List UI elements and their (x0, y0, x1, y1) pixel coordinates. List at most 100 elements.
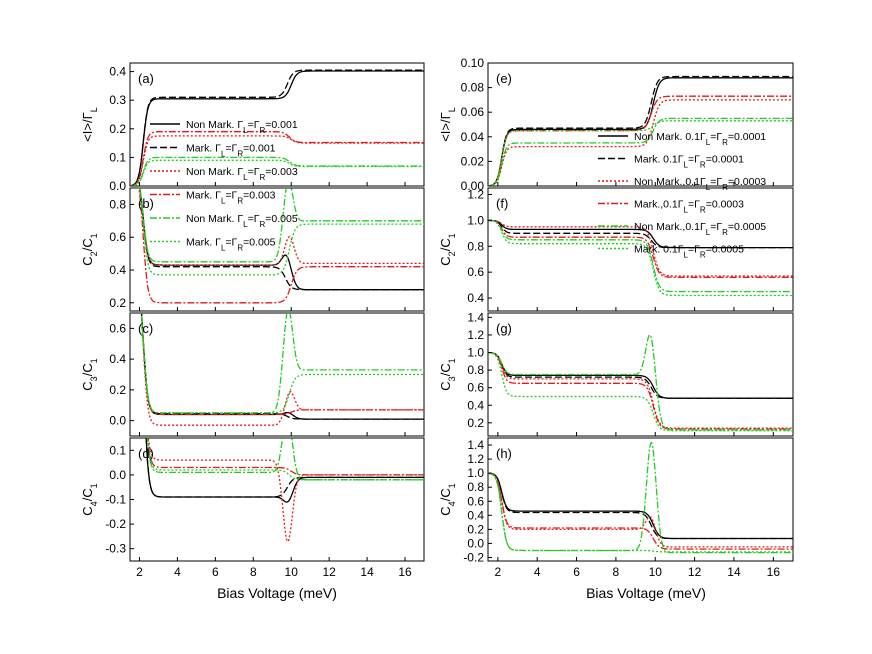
y-tick-label: 0.02 (461, 154, 485, 168)
y-tick-label: 0.04 (461, 130, 485, 144)
x-tick-label: 14 (727, 565, 741, 579)
legend-entry: Mark. ΓL=ΓR=0.001 (186, 143, 276, 159)
series-line-4 (488, 333, 793, 431)
legend-entry: Non Mark. ΓL=ΓR=0.001 (186, 119, 298, 135)
y-tick-label: 0.4 (109, 263, 126, 277)
series-line-0 (488, 351, 793, 399)
y-tick-label: 0.2 (467, 416, 484, 430)
series-line-2 (488, 99, 793, 186)
y-tick-label: 0.1 (109, 150, 126, 164)
y-tick-label: 0.6 (467, 494, 484, 508)
x-tick-label: 6 (212, 565, 219, 579)
y-tick-label: 0.6 (109, 230, 126, 244)
series-line-1 (145, 438, 424, 498)
x-tick-label: 14 (360, 565, 374, 579)
y-tick-label: -0.2 (105, 517, 126, 531)
legend-entry: Mark. 0.1ΓL=ΓR=0.0001 (634, 154, 744, 170)
y-tick-label: 1.4 (467, 310, 484, 324)
legend-entry: Non Mark. ΓL=ΓR=0.003 (186, 166, 298, 182)
y-tick-label: 0.08 (461, 81, 485, 95)
series-line-5 (488, 120, 793, 186)
series-line-5 (488, 219, 793, 297)
series-line-3 (130, 131, 424, 186)
series-line-0 (488, 77, 793, 186)
series-line-0 (130, 70, 424, 186)
x-tick-label: 10 (285, 565, 299, 579)
y-tick-label: -0.1 (105, 493, 126, 507)
legend-entry: Mark. 0.1ΓL=ΓR=0.0005 (634, 244, 744, 260)
x-tick-label: 4 (174, 565, 181, 579)
y-tick-label: 0.0 (109, 414, 126, 428)
panel-c: 0.0 0.2 0.4 0.6 (c) C3/C1 (80, 312, 425, 437)
series-line-5 (488, 472, 793, 553)
series-line-0 (139, 188, 424, 291)
y-tick-label: 0.0 (467, 536, 484, 550)
y-axis-label: C2/C1 (80, 233, 99, 265)
y-tick-label: 0.6 (467, 381, 484, 395)
y-tick-label: 0.06 (461, 105, 485, 119)
panel-e: 0.00 0.02 0.04 0.06 0.08 0.10 (e) <I>/ΓL (438, 56, 794, 193)
panel-f: 0.4 0.6 0.8 1.0 1.2 (f) C2/C1 (438, 187, 794, 312)
series-line-4 (488, 219, 793, 293)
panel-d: 0.1 0.0 -0.1 -0.2 -0.3 2 4 6 8 10 12 14 16 (d) C4/C1 (80, 437, 425, 579)
series-line-4 (488, 117, 793, 186)
panel-g: 0.2 0.4 0.6 0.8 1.0 1.2 1.4 (g) C3/C1 (438, 310, 794, 437)
series-line-3 (140, 313, 424, 416)
x-tick-label: 10 (649, 565, 663, 579)
panel-label: (e) (496, 71, 512, 86)
panel-label: (f) (496, 196, 508, 211)
plot-frame (129, 312, 425, 437)
plot-frame (487, 312, 794, 437)
y-tick-label: 0.8 (467, 480, 484, 494)
x-axis-label-left: Bias Voltage (meV) (217, 585, 337, 601)
panel-a: 0.0 0.1 0.2 0.3 0.4 (a) <I>/ΓL (80, 62, 425, 193)
x-tick-label: 16 (767, 565, 781, 579)
y-tick-label: 0.3 (109, 93, 126, 107)
series-line-4 (140, 313, 424, 414)
series-line-0 (145, 438, 424, 503)
series-line-1 (488, 219, 793, 249)
y-tick-label: 0.6 (109, 321, 126, 335)
y-tick-label: 0.0 (109, 179, 126, 193)
y-tick-label: 0.2 (109, 122, 126, 136)
panel-label: (d) (138, 446, 154, 461)
y-axis-label: C3/C1 (80, 358, 99, 390)
x-axis-label-right: Bias Voltage (meV) (586, 585, 706, 601)
y-tick-label: 1.2 (467, 328, 484, 342)
plot-frame (129, 187, 425, 312)
x-tick-label: 2 (494, 565, 501, 579)
y-tick-label: 0.2 (109, 383, 126, 397)
y-axis-label: C4/C1 (80, 483, 99, 515)
legend-left: Non Mark. ΓL=ΓR=0.001 Mark. ΓL=ΓR=0.001 No… (150, 119, 298, 252)
series-line-2 (147, 438, 424, 543)
legend-entry: Mark. ΓL=ΓR=0.005 (186, 237, 276, 253)
legend-entry: Non Mark. 0.1ΓL=ΓR=0.0001 (634, 131, 766, 147)
x-tick-label: 8 (613, 565, 620, 579)
series-line-4 (139, 188, 424, 263)
series-line-5 (146, 438, 424, 481)
plot-frame (487, 187, 794, 312)
y-tick-label: 0.2 (467, 522, 484, 536)
panel-b: 0.2 0.4 0.6 0.8 (b) C2/C1 (80, 187, 425, 312)
series-line-2 (488, 472, 793, 548)
series-line-3 (488, 95, 793, 186)
y-tick-label: 0.4 (467, 508, 484, 522)
plot-frame (129, 437, 425, 562)
series-line-4 (488, 441, 793, 554)
x-tick-label: 2 (136, 565, 143, 579)
series-line-2 (139, 188, 424, 266)
series-line-5 (138, 188, 424, 276)
panel-h: -0.20.00.20.40.60.81.01.21.4 2 4 6 8 10 12 14 16… (438, 437, 794, 579)
y-tick-label: 0.2 (109, 296, 126, 310)
y-tick-label: 0.4 (109, 352, 126, 366)
legend-entry: Non Mark. ΓL=ΓR=0.005 (186, 213, 298, 229)
x-tick-label: 8 (250, 565, 257, 579)
legend-entry: Mark.,0.1ΓL=ΓR=0.0003 (634, 199, 744, 215)
series-line-2 (488, 351, 793, 429)
series-line-2 (140, 313, 424, 426)
series-line-1 (488, 351, 793, 399)
y-tick-label: 0.8 (109, 197, 126, 211)
y-tick-label: 1.0 (467, 466, 484, 480)
y-tick-label: 0.00 (461, 179, 485, 193)
